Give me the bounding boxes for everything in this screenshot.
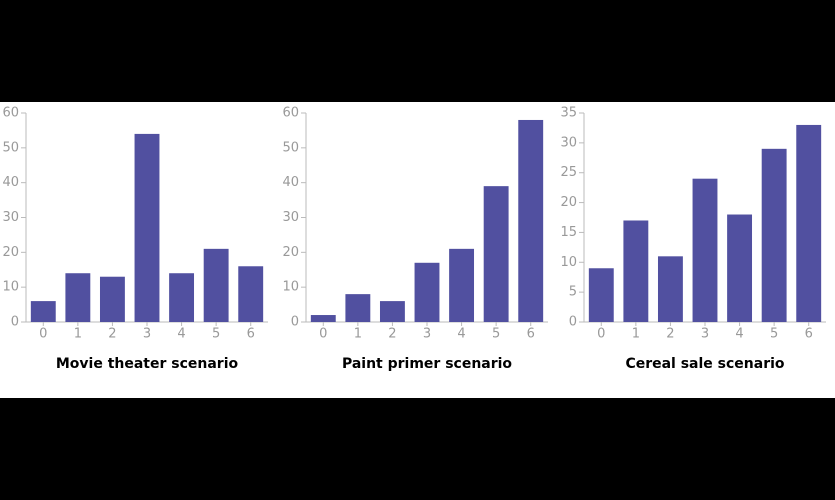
y-tick-label: 30 <box>2 210 19 225</box>
y-tick-label: 0 <box>291 315 299 330</box>
x-tick-label: 5 <box>212 327 220 342</box>
y-tick-label: 40 <box>282 175 299 190</box>
bar <box>796 124 822 322</box>
x-tick-label: 1 <box>74 327 82 342</box>
bar <box>345 294 371 322</box>
y-tick-label: 60 <box>282 106 299 121</box>
x-tick-label: 4 <box>735 327 743 342</box>
y-tick-label: 50 <box>282 140 299 155</box>
y-tick-label: 10 <box>282 280 299 295</box>
y-tick-label: 35 <box>560 106 577 121</box>
x-tick-label: 6 <box>247 327 255 342</box>
bar <box>310 315 336 322</box>
bar <box>379 301 405 322</box>
x-tick-label: 1 <box>632 327 640 342</box>
y-tick-label: 15 <box>560 225 577 240</box>
chart-title: Paint primer scenario <box>342 356 512 372</box>
chart-title: Movie theater scenario <box>56 356 239 372</box>
bar <box>30 301 56 322</box>
x-tick-label: 1 <box>354 327 362 342</box>
x-tick-label: 4 <box>177 327 185 342</box>
x-tick-label: 2 <box>388 327 396 342</box>
bar <box>414 262 440 322</box>
x-tick-label: 2 <box>108 327 116 342</box>
bar <box>65 273 91 322</box>
x-tick-label: 6 <box>527 327 535 342</box>
bar <box>169 273 195 322</box>
y-tick-label: 0 <box>11 315 19 330</box>
x-tick-label: 6 <box>805 327 813 342</box>
bar <box>449 248 475 322</box>
y-tick-label: 40 <box>2 175 19 190</box>
bar <box>727 214 753 322</box>
y-tick-label: 25 <box>560 165 577 180</box>
bar <box>518 119 544 322</box>
x-tick-label: 4 <box>457 327 465 342</box>
bar <box>692 178 718 322</box>
x-tick-label: 5 <box>492 327 500 342</box>
y-tick-label: 30 <box>560 135 577 150</box>
y-tick-label: 0 <box>569 315 577 330</box>
x-tick-label: 0 <box>39 327 47 342</box>
x-tick-label: 3 <box>701 327 709 342</box>
x-tick-label: 5 <box>770 327 778 342</box>
y-tick-label: 10 <box>2 280 19 295</box>
bar <box>203 248 229 322</box>
y-tick-label: 20 <box>282 245 299 260</box>
y-tick-label: 20 <box>560 195 577 210</box>
bar <box>588 268 614 322</box>
bar <box>99 276 125 322</box>
bar <box>657 256 683 322</box>
y-tick-label: 20 <box>2 245 19 260</box>
bar <box>134 133 160 322</box>
y-tick-label: 10 <box>560 255 577 270</box>
bar <box>623 220 649 322</box>
y-tick-label: 60 <box>2 106 19 121</box>
x-tick-label: 0 <box>597 327 605 342</box>
bar <box>483 186 509 322</box>
x-tick-label: 3 <box>423 327 431 342</box>
y-tick-label: 50 <box>2 140 19 155</box>
y-tick-label: 30 <box>282 210 299 225</box>
chart-title: Cereal sale scenario <box>625 356 784 372</box>
bar <box>761 148 787 322</box>
x-tick-label: 2 <box>666 327 674 342</box>
x-tick-label: 0 <box>319 327 327 342</box>
x-tick-label: 3 <box>143 327 151 342</box>
y-tick-label: 5 <box>569 285 577 300</box>
bar <box>238 266 264 322</box>
